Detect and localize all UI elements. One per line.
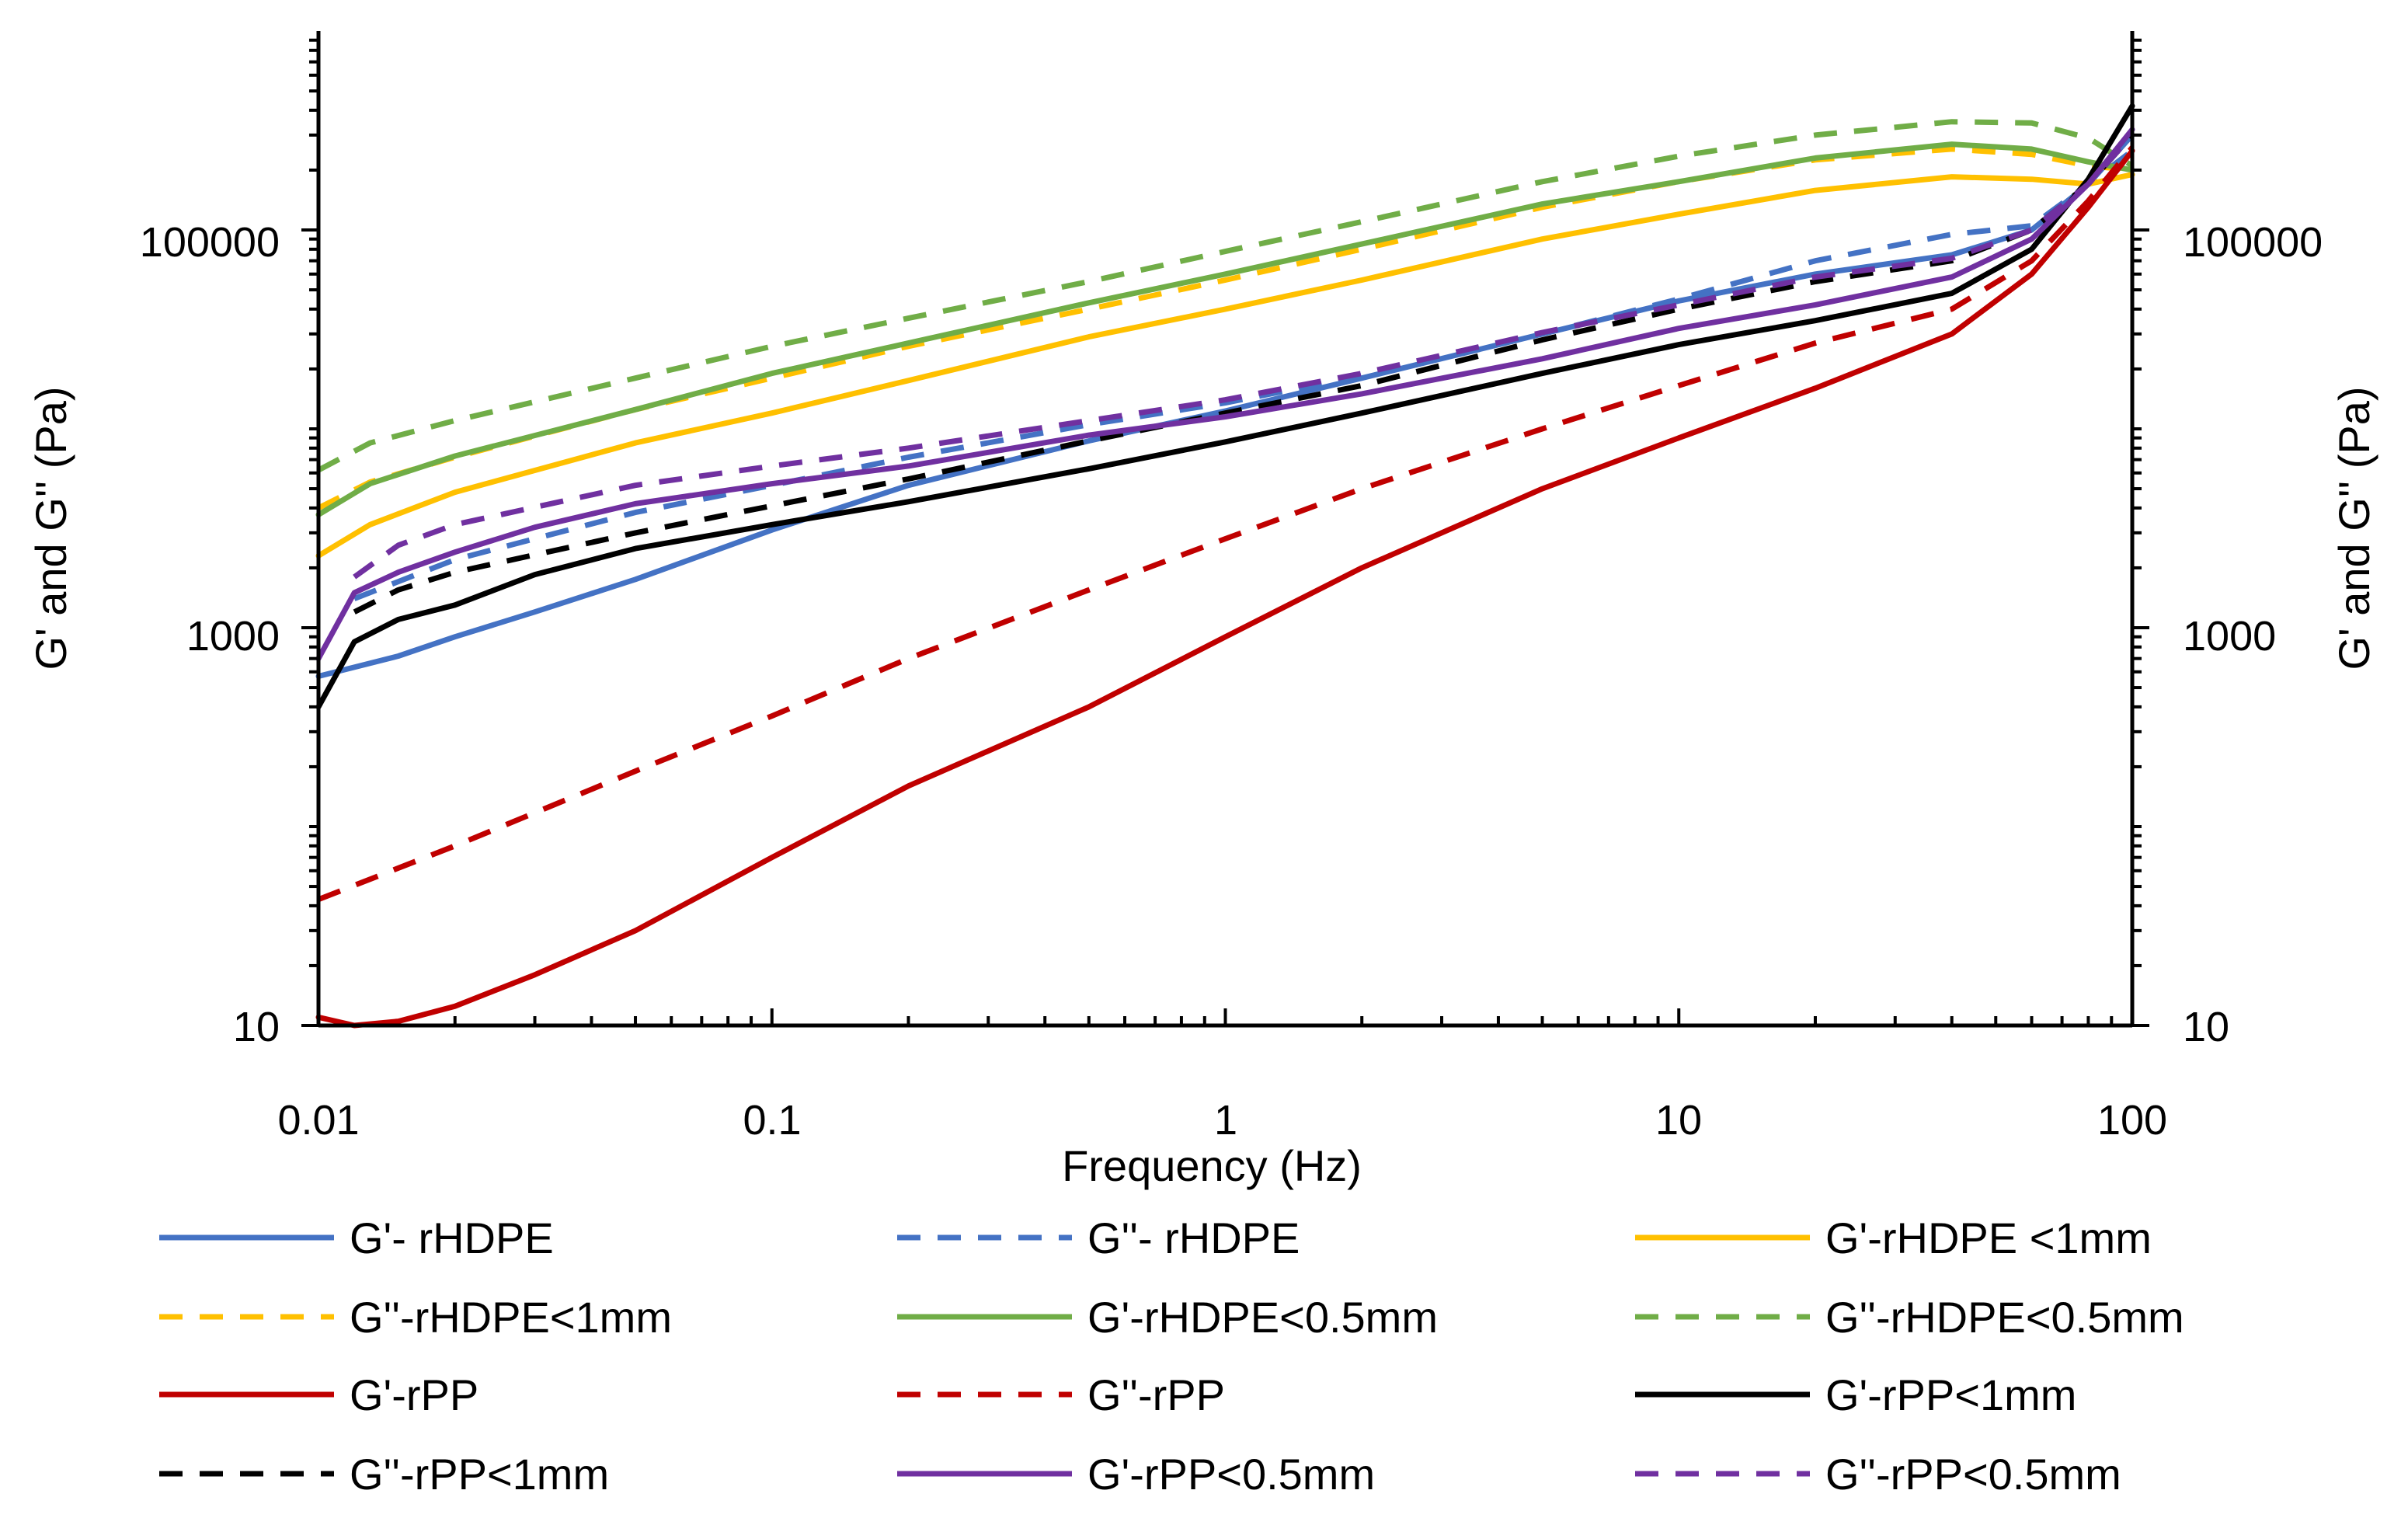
y-tick-label-right: 1000 [2183,613,2276,660]
legend-item: G'-rPP [159,1370,478,1419]
series-line-3 [315,172,2135,559]
series-line-1 [315,132,2135,679]
legend-item: G''-rPP [897,1370,1225,1419]
series-line-9 [315,103,2135,710]
series-line-4 [317,146,2133,511]
legend-item: G''- rHDPE [897,1213,1300,1262]
legend: G'- rHDPE G''- rHDPE G'-rHDPE <1mm G''-rHDP… [159,1213,2184,1499]
legend-label: G'-rPP<1mm [1825,1370,2076,1419]
y-tick-label: 1000 [186,613,280,660]
legend-item: G'- rHDPE [159,1213,554,1262]
series-layer [315,103,2135,1029]
legend-label: G''-rPP<1mm [350,1450,609,1499]
legend-item: G''-rPP<0.5mm [1635,1450,2121,1499]
series-line-10 [353,133,2135,615]
series-line-5 [315,141,2135,517]
y-tick-label-right: 10 [2183,1004,2229,1050]
legend-label: G''-rPP<0.5mm [1825,1450,2121,1499]
x-axis-label: Frequency (Hz) [1062,1141,1362,1190]
legend-label: G''- rHDPE [1087,1213,1300,1262]
x-tick-label: 0.1 [743,1097,801,1144]
x-tick-labels: 0.01 0.1 1 10 100 [277,1097,2167,1144]
series-line-11 [315,127,2135,662]
legend-item: G'-rPP<1mm [1635,1370,2076,1419]
y-tick-label: 10 [233,1004,280,1050]
legend-label: G'-rPP<0.5mm [1087,1450,1375,1499]
legend-item: G'-rHDPE <1mm [1635,1213,2152,1262]
right-y-tick-labels: 10 1000 100000 [2183,219,2323,1050]
legend-label: G'- rHDPE [350,1213,554,1262]
x-tick-label: 10 [1655,1097,1702,1144]
plot-area [301,31,2149,1029]
x-tick-label: 1 [1214,1097,1237,1144]
x-tick-label: 0.01 [277,1097,359,1144]
legend-item: G''-rPP<1mm [159,1450,609,1499]
y-axis-label-right: G' and G'' (Pa) [2330,386,2378,670]
y-tick-label-right: 100000 [2183,219,2323,266]
legend-item: G'-rPP<0.5mm [897,1450,1375,1499]
legend-item: G'-rHDPE<0.5mm [897,1293,1438,1342]
y-tick-label: 100000 [140,219,280,266]
legend-item: G''-rHDPE<1mm [159,1293,672,1342]
series-line-12 [353,133,2135,580]
legend-label: G'-rHDPE <1mm [1825,1213,2152,1262]
legend-label: G''-rHDPE<0.5mm [1825,1293,2184,1342]
legend-label: G'-rPP [350,1370,478,1419]
series-line-2 [353,148,2135,601]
left-y-tick-labels: 10 1000 100000 [140,219,280,1050]
y-axis-label: G' and G'' (Pa) [26,386,75,670]
legend-label: G''-rPP [1087,1370,1225,1419]
legend-label: G''-rHDPE<1mm [350,1293,672,1342]
legend-item: G''-rHDPE<0.5mm [1635,1293,2184,1342]
x-tick-label: 100 [2097,1097,2167,1144]
legend-label: G'-rHDPE<0.5mm [1087,1293,1438,1342]
series-line-7 [315,148,2135,1029]
ticks-layer [301,38,2149,1027]
series-line-6 [317,119,2134,473]
